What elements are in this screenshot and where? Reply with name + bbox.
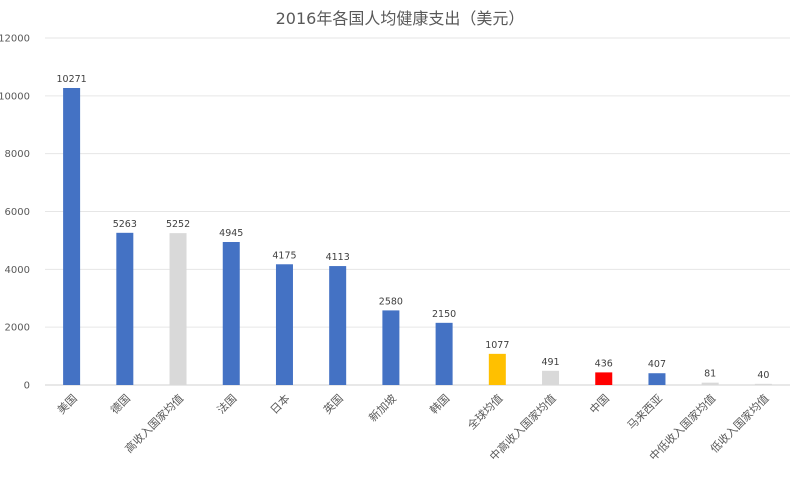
gridlines bbox=[45, 37, 790, 386]
data-label: 1077 bbox=[485, 340, 509, 351]
data-label: 2580 bbox=[379, 296, 403, 307]
y-tick-label: 6000 bbox=[5, 207, 30, 218]
data-label: 5252 bbox=[166, 219, 190, 230]
category-label: 法国 bbox=[214, 391, 239, 416]
category-label: 日本 bbox=[267, 391, 292, 416]
bar bbox=[275, 264, 293, 385]
category-label: 英国 bbox=[320, 391, 345, 416]
bar bbox=[648, 373, 666, 385]
bar bbox=[329, 266, 347, 385]
chart-title: 2016年各国人均健康支出（美元） bbox=[276, 9, 525, 28]
bars bbox=[63, 87, 772, 385]
y-tick-label: 10000 bbox=[0, 91, 30, 102]
data-label: 491 bbox=[541, 357, 559, 368]
data-labels: 10271 5263 5252 4945 4175 4113 2580 2150 1077 491… bbox=[56, 74, 769, 381]
y-tick-label: 2000 bbox=[5, 323, 30, 334]
category-label: 马来西亚 bbox=[625, 392, 665, 432]
bar bbox=[595, 372, 613, 385]
category-label: 韩国 bbox=[427, 391, 452, 416]
category-label: 德国 bbox=[107, 391, 132, 416]
data-label: 4175 bbox=[272, 250, 296, 261]
data-label: 4945 bbox=[219, 228, 243, 239]
category-label: 中国 bbox=[587, 392, 612, 417]
bar bbox=[488, 353, 506, 385]
data-label: 4113 bbox=[326, 252, 350, 263]
data-label: 5263 bbox=[113, 219, 137, 230]
data-label: 407 bbox=[648, 359, 666, 370]
bar bbox=[63, 87, 81, 385]
y-axis-ticks: 0 2000 4000 6000 8000 10000 12000 bbox=[0, 34, 30, 392]
data-label: 436 bbox=[595, 358, 613, 369]
y-tick-label: 0 bbox=[24, 381, 30, 392]
y-tick-label: 4000 bbox=[5, 265, 30, 276]
bar bbox=[435, 322, 453, 385]
bar bbox=[116, 232, 134, 385]
category-label: 新加坡 bbox=[366, 391, 399, 424]
category-label: 美国 bbox=[55, 392, 80, 417]
bar bbox=[542, 370, 560, 385]
data-label: 40 bbox=[757, 370, 769, 381]
bar bbox=[169, 233, 187, 385]
bar bbox=[754, 383, 772, 385]
bar bbox=[382, 310, 400, 385]
data-label: 81 bbox=[704, 369, 716, 380]
data-label: 10271 bbox=[56, 74, 86, 85]
bar bbox=[701, 382, 719, 385]
y-tick-label: 12000 bbox=[0, 34, 30, 45]
data-label: 2150 bbox=[432, 309, 456, 320]
category-label: 全球均值 bbox=[464, 391, 505, 432]
y-tick-label: 8000 bbox=[5, 149, 30, 160]
bar bbox=[222, 242, 240, 385]
